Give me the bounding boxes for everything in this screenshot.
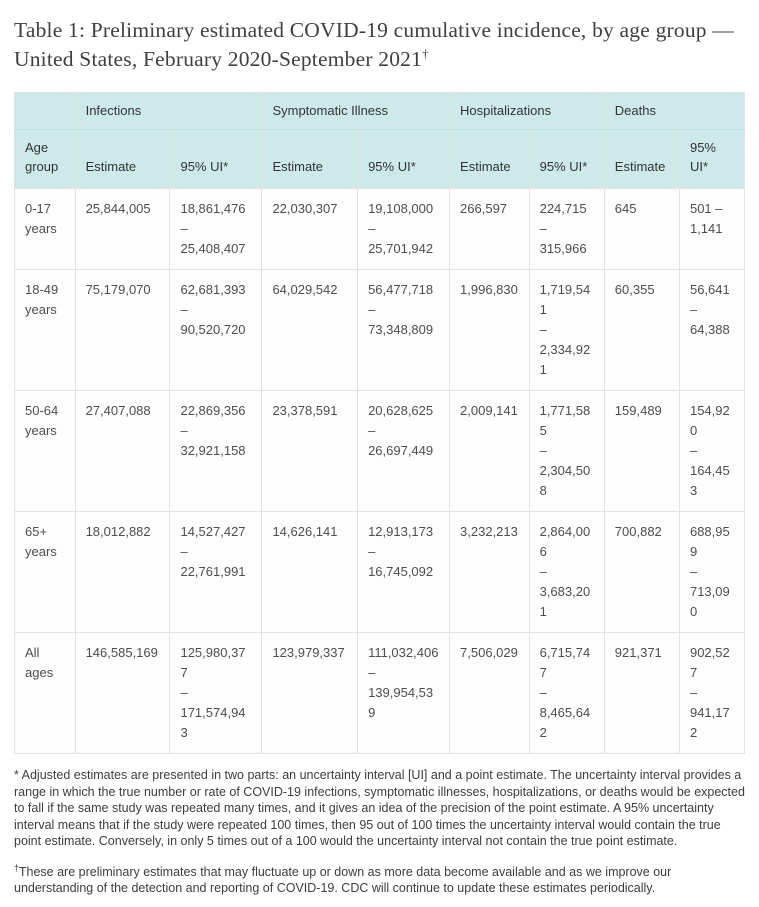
table-body: 0-17 years 25,844,005 18,861,476 – 25,40… [14,187,746,755]
cell-symptomatic-ui: 12,913,173 – 16,745,092 [357,511,451,634]
cell-deaths-estimate: 700,882 [603,511,680,634]
cell-symptomatic-ui: 19,108,000 – 25,701,942 [357,187,451,271]
cell-symptomatic-ui: 56,477,718 – 73,348,809 [357,269,451,392]
cell-infections-estimate: 146,585,169 [74,632,171,755]
table-title: Table 1: Preliminary estimated COVID-19 … [14,16,745,74]
footnote-dagger: †These are preliminary estimates that ma… [14,863,745,897]
header-hospitalizations-ui: 95% UI* [528,128,605,189]
cell-symptomatic-ui: 20,628,625 – 26,697,449 [357,390,451,513]
cell-hospitalizations-ui: 2,864,006 – 3,683,201 [528,511,605,634]
table-title-line1: Table 1: Preliminary estimated COVID-19 … [14,18,735,42]
cell-hospitalizations-ui: 6,715,747 – 8,465,642 [528,632,605,755]
cell-age: All ages [14,632,76,755]
cell-infections-ui: 62,681,393 – 90,520,720 [169,269,263,392]
header-deaths-estimate: Estimate [603,128,680,189]
header-symptomatic-estimate: Estimate [261,128,359,189]
cell-hospitalizations-estimate: 1,996,830 [449,269,530,392]
table-row-50-64: 50-64 years 27,407,088 22,869,356 – 32,9… [14,390,746,513]
cell-hospitalizations-estimate: 2,009,141 [449,390,530,513]
table-row-18-49: 18-49 years 75,179,070 62,681,393 – 90,5… [14,269,746,392]
table-row-65-plus: 65+ years 18,012,882 14,527,427 – 22,761… [14,511,746,634]
group-header-hospitalizations: Hospitalizations [449,92,605,130]
header-deaths-ui: 95% UI* [678,128,746,189]
group-header-row: Infections Symptomatic Illness Hospitali… [14,92,746,130]
table-row-0-17: 0-17 years 25,844,005 18,861,476 – 25,40… [14,187,746,271]
header-age-group: Age group [14,128,76,189]
title-dagger: † [422,47,429,62]
header-symptomatic-ui: 95% UI* [357,128,451,189]
cell-infections-estimate: 27,407,088 [74,390,171,513]
cell-symptomatic-estimate: 23,378,591 [261,390,359,513]
group-header-infections: Infections [74,92,263,130]
cell-symptomatic-estimate: 22,030,307 [261,187,359,271]
header-hospitalizations-estimate: Estimate [449,128,530,189]
group-header-symptomatic: Symptomatic Illness [261,92,451,130]
cell-infections-estimate: 25,844,005 [74,187,171,271]
cell-infections-estimate: 18,012,882 [74,511,171,634]
group-header-deaths: Deaths [603,92,746,130]
covid-incidence-table: Infections Symptomatic Illness Hospitali… [14,92,746,755]
cell-infections-ui: 22,869,356 – 32,921,158 [169,390,263,513]
cell-deaths-ui: 56,641 – 64,388 [678,269,746,392]
cell-deaths-ui: 501 – 1,141 [678,187,746,271]
cell-deaths-estimate: 159,489 [603,390,680,513]
header-infections-ui: 95% UI* [169,128,263,189]
cell-deaths-ui: 154,920 – 164,453 [678,390,746,513]
cell-symptomatic-estimate: 123,979,337 [261,632,359,755]
cell-hospitalizations-ui: 1,771,585 – 2,304,508 [528,390,605,513]
cell-hospitalizations-estimate: 7,506,029 [449,632,530,755]
footnote-asterisk-text: * Adjusted estimates are presented in tw… [14,768,745,849]
cell-deaths-ui: 688,959 – 713,090 [678,511,746,634]
cell-deaths-estimate: 60,355 [603,269,680,392]
cell-infections-ui: 125,980,377 – 171,574,943 [169,632,263,755]
cell-infections-ui: 14,527,427 – 22,761,991 [169,511,263,634]
footnote-asterisk: * Adjusted estimates are presented in tw… [14,767,745,850]
cell-age: 18-49 years [14,269,76,392]
table-row-all-ages: All ages 146,585,169 125,980,377 – 171,5… [14,632,746,755]
table-title-line2-text: United States, February 2020-September 2… [14,47,423,72]
cell-age: 50-64 years [14,390,76,513]
cell-deaths-estimate: 645 [603,187,680,271]
cell-deaths-ui: 902,527 – 941,172 [678,632,746,755]
header-infections-estimate: Estimate [74,128,171,189]
group-header-spacer [14,92,76,130]
cell-age: 0-17 years [14,187,76,271]
cell-hospitalizations-estimate: 266,597 [449,187,530,271]
cell-hospitalizations-estimate: 3,232,213 [449,511,530,634]
footnote-dagger-text: These are preliminary estimates that may… [14,864,672,896]
table-head: Infections Symptomatic Illness Hospitali… [14,92,746,189]
cell-symptomatic-ui: 111,032,406 – 139,954,539 [357,632,451,755]
cell-symptomatic-estimate: 64,029,542 [261,269,359,392]
cell-hospitalizations-ui: 224,715 – 315,966 [528,187,605,271]
cell-infections-estimate: 75,179,070 [74,269,171,392]
cell-symptomatic-estimate: 14,626,141 [261,511,359,634]
cell-hospitalizations-ui: 1,719,541 – 2,334,921 [528,269,605,392]
table-title-line2: United States, February 2020-September 2… [14,45,745,74]
cell-age: 65+ years [14,511,76,634]
cell-deaths-estimate: 921,371 [603,632,680,755]
cell-infections-ui: 18,861,476 – 25,408,407 [169,187,263,271]
column-header-row: Age group Estimate 95% UI* Estimate 95% … [14,128,746,189]
